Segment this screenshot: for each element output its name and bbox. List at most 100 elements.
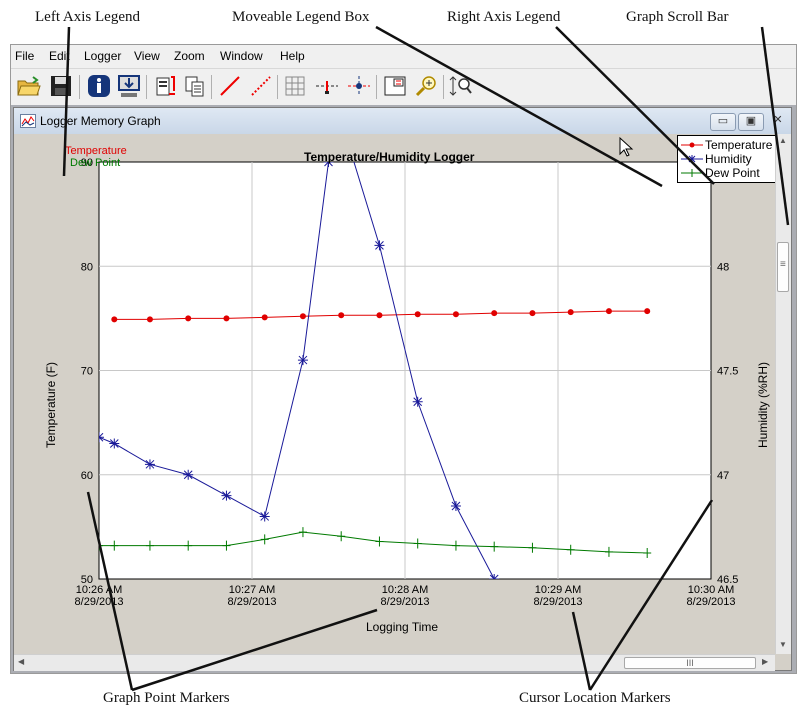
legend-label-temperature: Temperature (705, 138, 773, 152)
left-legend-dew-point: Dew Point (70, 157, 121, 169)
data-point-dew-point (337, 531, 346, 542)
menu-view[interactable]: View (134, 49, 160, 63)
y-tick-label-left: 70 (81, 366, 93, 378)
menu-file[interactable]: File (15, 49, 35, 63)
maximize-button[interactable]: ▣ (738, 113, 764, 131)
x-tick-date: 8/29/2013 (381, 596, 430, 608)
open-folder-icon[interactable] (15, 72, 43, 100)
y-tick-label-right: 48 (717, 261, 729, 273)
grid-icon[interactable] (281, 72, 309, 100)
data-point-temperature (529, 310, 536, 317)
legend-label-dew-point: Dew Point (705, 166, 760, 180)
graph-horizontal-scrollbar[interactable]: ◀ III ▶ (14, 654, 775, 671)
data-point-humidity (450, 501, 461, 512)
scroll-right-arrow[interactable]: ▶ (762, 657, 769, 666)
data-point-temperature (605, 308, 612, 315)
close-button[interactable]: ✕ (773, 114, 783, 126)
zoom-fit-icon[interactable] (447, 72, 475, 100)
y-axis-label-left: Temperature (F) (44, 361, 59, 449)
menu-edit[interactable]: Edit (49, 49, 70, 63)
series-line-dew-point (99, 531, 648, 554)
scroll-up-arrow[interactable]: ▲ (779, 136, 787, 145)
data-point-temperature (491, 310, 498, 317)
data-point-dew-point (528, 542, 537, 553)
x-tick-date: 8/29/2013 (75, 596, 124, 608)
horizontal-scroll-thumb[interactable]: III (624, 657, 756, 669)
scroll-down-arrow[interactable]: ▼ (779, 640, 787, 649)
menu-zoom[interactable]: Zoom (174, 49, 205, 63)
left-legend-temperature: Temperature (65, 145, 127, 157)
data-point-temperature (376, 312, 383, 319)
callout-moveable-legend-box: Moveable Legend Box (232, 9, 370, 25)
data-point-humidity (183, 469, 194, 480)
menu-bar: File Edit Logger View Zoom Window Help (11, 45, 796, 67)
x-tick-date: 8/29/2013 (687, 596, 736, 608)
cursor-marker-icon[interactable] (345, 72, 373, 100)
minimize-button[interactable]: ▭ (710, 113, 736, 131)
data-point-humidity (297, 355, 308, 366)
data-point-temperature (452, 311, 459, 318)
legend-icon[interactable] (381, 72, 409, 100)
data-point-humidity (221, 490, 232, 501)
data-point-humidity (374, 240, 385, 251)
info-icon[interactable] (85, 72, 113, 100)
data-point-dew-point (145, 540, 154, 551)
scroll-grip: ≡ (780, 259, 786, 270)
scroll-left-arrow[interactable]: ◀ (18, 657, 25, 666)
menu-help[interactable]: Help (280, 49, 305, 63)
callout-graph-point-markers: Graph Point Markers (103, 690, 230, 706)
data-point-temperature (146, 316, 153, 323)
data-point-temperature (299, 313, 306, 320)
legend-label-humidity: Humidity (705, 152, 752, 166)
data-point-temperature (567, 309, 574, 316)
mouse-cursor-icon (619, 136, 634, 157)
data-point-dew-point (222, 540, 231, 551)
logger-transfer-icon[interactable] (151, 72, 179, 100)
menu-window[interactable]: Window (220, 49, 263, 63)
data-point-dew-point (413, 538, 422, 549)
graph-window-icon (20, 114, 36, 128)
graph-vertical-scrollbar[interactable]: ▲ ≡ ▼ (775, 134, 791, 654)
data-point-humidity (489, 574, 500, 579)
window-title: Logger Memory Graph (40, 114, 161, 128)
vertical-scroll-thumb[interactable]: ≡ (777, 242, 789, 292)
copy-icon[interactable] (181, 72, 209, 100)
download-icon[interactable] (115, 72, 143, 100)
data-point-dew-point (375, 536, 384, 547)
data-point-dew-point (451, 540, 460, 551)
toolbar (11, 68, 796, 106)
legend-item-temperature: Temperature (678, 138, 788, 152)
application-window: File Edit Logger View Zoom Window Help (10, 44, 797, 674)
dotted-line-icon[interactable] (247, 72, 275, 100)
child-title-bar[interactable]: Logger Memory Graph ▭ ▣ ✕ (14, 108, 791, 134)
legend-item-dew-point: Dew Point (678, 166, 788, 180)
x-tick-date: 8/29/2013 (228, 596, 277, 608)
x-tick-date: 8/29/2013 (534, 596, 583, 608)
x-axis-label: Logging Time (366, 620, 439, 634)
legend-item-humidity: Humidity (678, 152, 788, 166)
x-tick-time: 10:27 AM (229, 584, 275, 596)
data-point-dew-point (184, 540, 193, 551)
data-point-humidity (99, 432, 104, 443)
data-point-humidity (412, 396, 423, 407)
y-tick-label-left: 60 (81, 470, 93, 482)
line-icon[interactable] (216, 72, 244, 100)
data-point-dew-point (298, 527, 307, 538)
menu-logger[interactable]: Logger (84, 49, 122, 63)
logger-memory-graph-window: Logger Memory Graph ▭ ▣ ✕ 908070605048.5… (13, 107, 792, 671)
data-point-dew-point (490, 541, 499, 552)
callout-cursor-location-markers: Cursor Location Markers (519, 690, 671, 706)
save-icon[interactable] (47, 72, 75, 100)
x-tick-time: 10:26 AM (76, 584, 122, 596)
moveable-legend-box[interactable]: Temperature Humidity Dew Point (677, 135, 789, 183)
data-point-dew-point (260, 534, 269, 545)
callout-right-axis-legend: Right Axis Legend (447, 9, 561, 25)
point-marker-icon[interactable] (313, 72, 341, 100)
callout-left-axis-legend: Left Axis Legend (35, 9, 140, 25)
data-point-temperature (338, 312, 345, 319)
zoom-in-icon[interactable] (413, 72, 441, 100)
chart-title: Temperature/Humidity Logger (304, 150, 475, 164)
data-point-temperature (644, 308, 651, 315)
